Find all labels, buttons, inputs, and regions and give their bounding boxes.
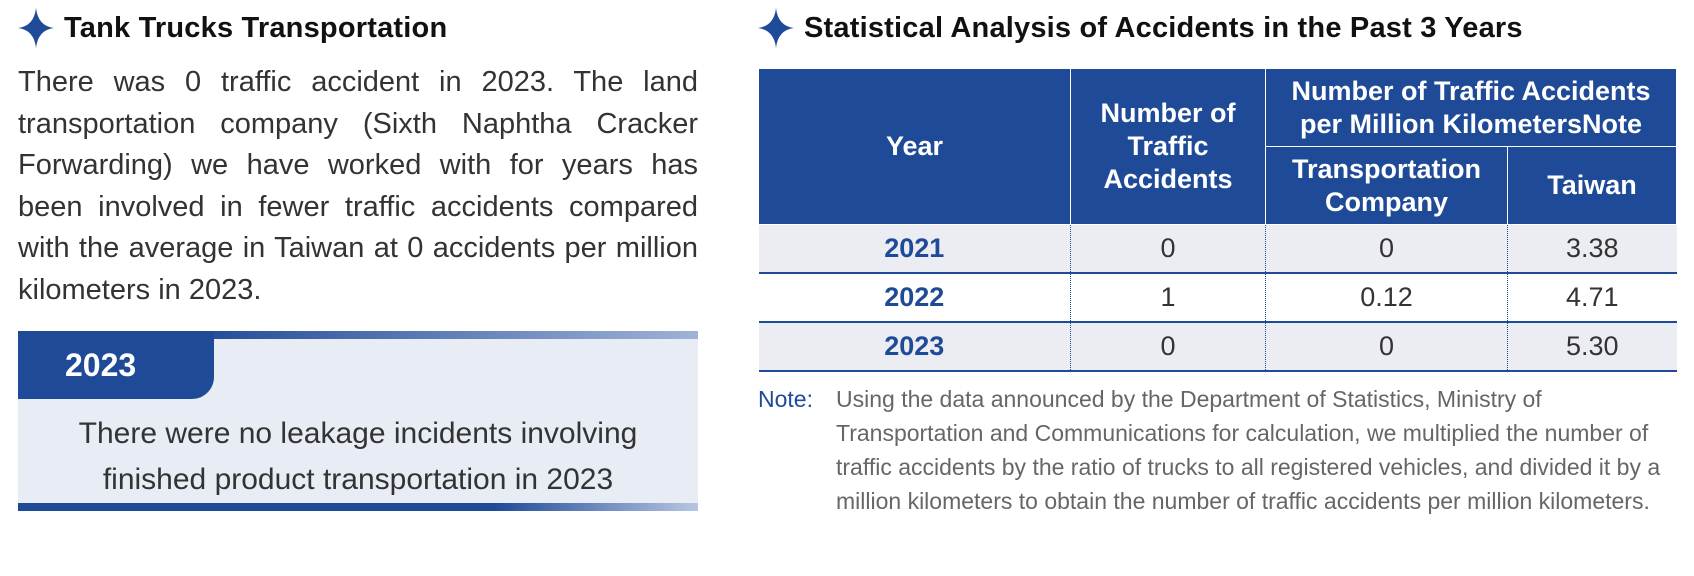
accident-statistics-section: Statistical Analysis of Accidents in the… [758,8,1677,518]
callout-message-line: There were no leakage incidents involvin… [78,417,638,450]
taiwan-rate-cell: 5.30 [1507,322,1677,372]
four-point-star-icon [758,8,794,48]
tank-trucks-section: Tank Trucks Transportation There was 0 t… [18,8,698,511]
callout-message: There were no leakage incidents involvin… [18,411,698,503]
table-row: 2022 1 0.12 4.71 [758,273,1677,323]
section-heading: Tank Trucks Transportation [18,8,698,48]
four-point-star-icon [18,8,54,48]
accident-statistics-table: Year Number of Traffic Accidents Number … [758,68,1677,372]
column-header-transportation-company: Transportation Company [1265,146,1508,225]
year-cell: 2021 [758,224,1071,274]
table-footnote: Note: Using the data announced by the De… [758,382,1676,518]
section-heading: Statistical Analysis of Accidents in the… [758,8,1676,48]
leakage-callout: 2023 There were no leakage incidents inv… [18,331,698,511]
column-header-taiwan: Taiwan [1507,146,1677,225]
intro-paragraph: There was 0 traffic accident in 2023. Th… [18,66,698,306]
callout-year-tab: 2023 [18,331,214,399]
taiwan-rate-cell: 3.38 [1507,224,1677,274]
accident-count-cell: 0 [1070,322,1266,372]
table-row: 2023 0 0 5.30 [758,322,1677,372]
note-text: Using the data announced by the Departme… [836,386,1661,514]
callout-message-line: finished product transportation in 2023 [102,463,614,496]
column-header-year: Year [758,68,1071,225]
taiwan-rate-cell: 4.71 [1507,273,1677,323]
note-label: Note: [758,386,813,412]
accident-count-cell: 1 [1070,273,1266,323]
section-title: Statistical Analysis of Accidents in the… [804,11,1523,44]
table-row: 2021 0 0 3.38 [758,224,1677,274]
section-title: Tank Trucks Transportation [64,11,448,44]
year-cell: 2023 [758,322,1071,372]
callout-bottom-rule [18,503,698,511]
company-rate-cell: 0 [1265,322,1508,372]
year-cell: 2022 [758,273,1071,323]
company-rate-cell: 0 [1265,224,1508,274]
column-header-per-million-km: Number of Traffic Accidents per Million … [1265,68,1677,147]
accident-count-cell: 0 [1070,224,1266,274]
callout-top-rule [18,331,698,339]
column-header-accident-count: Number of Traffic Accidents [1070,68,1266,225]
company-rate-cell: 0.12 [1265,273,1508,323]
